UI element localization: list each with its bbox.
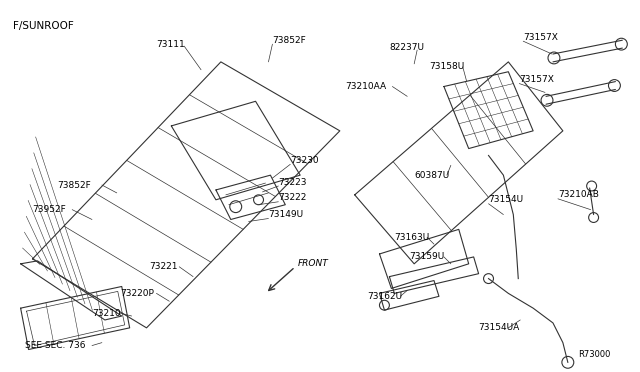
Text: 73157X: 73157X (519, 75, 554, 84)
Text: 73149U: 73149U (268, 210, 303, 219)
Text: 73154U: 73154U (488, 195, 524, 204)
Text: F/SUNROOF: F/SUNROOF (13, 20, 74, 31)
Text: 73952F: 73952F (33, 205, 67, 214)
Text: 73111: 73111 (156, 40, 185, 49)
Text: 73162U: 73162U (367, 292, 403, 301)
Text: 73163U: 73163U (394, 233, 429, 242)
Text: FRONT: FRONT (298, 259, 329, 268)
Text: R73000: R73000 (578, 350, 610, 359)
Text: 73222: 73222 (278, 193, 307, 202)
Text: 82237U: 82237U (389, 43, 424, 52)
Text: 73157X: 73157X (524, 33, 558, 42)
Text: 73210AA: 73210AA (345, 82, 386, 91)
Text: 73154UA: 73154UA (479, 323, 520, 332)
Text: 73852F: 73852F (58, 180, 91, 189)
Text: 73852F: 73852F (273, 36, 306, 45)
Text: 73223: 73223 (278, 177, 307, 187)
Text: 73159U: 73159U (409, 253, 444, 262)
Text: 73158U: 73158U (429, 62, 464, 71)
Text: 73221: 73221 (150, 262, 178, 271)
Text: 60387U: 60387U (414, 171, 449, 180)
Text: SEE SEC. 736: SEE SEC. 736 (24, 341, 85, 350)
Text: 73220P: 73220P (120, 289, 154, 298)
Text: 73210: 73210 (92, 308, 120, 318)
Text: 73210AB: 73210AB (558, 190, 599, 199)
Text: 73230: 73230 (291, 156, 319, 165)
